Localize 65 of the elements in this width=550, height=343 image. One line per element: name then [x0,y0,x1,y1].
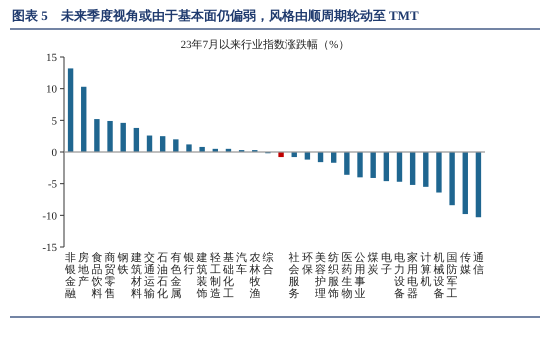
bar [344,152,350,175]
y-tick-label: 10 [46,84,58,96]
bar [173,139,179,152]
x-tick-label: 家用电器 [407,251,418,300]
x-tick-label: 轻工制造 [210,252,221,300]
x-tick-label: 农林牧渔 [248,252,260,300]
bar [160,136,166,152]
bar [357,152,363,178]
bar [278,152,284,158]
x-tick-label: 食品饮料 [90,252,102,300]
bar [304,152,310,160]
x-tick-label: 银行 [182,252,194,276]
bar [107,120,113,152]
bar [134,128,140,152]
bar [396,152,402,182]
bar [199,146,205,152]
x-tick-label: 传媒 [460,252,471,276]
y-tick-label: 15 [46,52,58,64]
x-tick-label: 社会服务 [288,251,300,300]
x-tick-label: 基础化工 [222,251,234,300]
y-tick-label: -5 [48,178,58,191]
x-tick-label: 电力设备 [394,251,405,300]
bar [81,86,86,152]
x-tick-label: 美容护理 [314,251,326,300]
x-tick-label: 医药生物 [341,252,352,300]
x-tick-label: 公用事业 [354,252,366,300]
x-tick-label: 钢铁 [116,252,129,276]
x-tick-label: 有色金属 [170,252,182,300]
x-tick-label: 计算机 [420,251,432,288]
x-tick-label: 煤炭 [368,252,379,276]
bar [384,152,390,182]
x-tick-label: 商贸零售 [104,251,116,300]
bar [423,152,428,187]
bar [68,68,74,152]
bar [449,152,455,206]
x-tick-label: 机械设备 [433,252,444,300]
x-tick-label: 石油石化 [157,252,168,300]
bar [462,152,468,214]
x-tick-label: 汽车 [236,252,248,276]
x-tick-label: 交通运输 [144,251,156,300]
bar [94,119,100,152]
x-tick-label: 环保 [302,252,313,276]
bar [370,152,376,178]
x-tick-label: 综合 [262,251,274,276]
bar [146,136,152,152]
bar [120,122,126,152]
y-tick-label: -10 [42,210,58,222]
y-tick-label: -15 [42,242,58,254]
chart-title: 图表 5 未来季度视角或由于基本面仍偏弱，风格由顺周期轮动至 TMT [12,8,419,23]
bar [410,152,416,185]
x-tick-label: 通信 [472,251,484,276]
bar [331,152,336,163]
y-tick-label: 5 [52,115,58,128]
x-tick-label: 建筑装饰 [196,251,208,300]
bar [436,152,442,193]
y-tick-label: 0 [52,147,58,159]
chart-subtitle: 23年7月以来行业指数涨跌幅（%） [180,38,350,51]
x-tick-label: 房地产 [77,251,90,288]
bar [292,152,297,158]
x-tick-label: 非银金融 [64,251,76,300]
x-tick-label: 国防军工 [446,252,458,300]
bar [476,152,482,218]
x-tick-label: 电子 [380,251,392,276]
x-tick-label: 纺织服饰 [327,251,340,300]
x-tick-label: 建筑材料 [130,251,142,300]
